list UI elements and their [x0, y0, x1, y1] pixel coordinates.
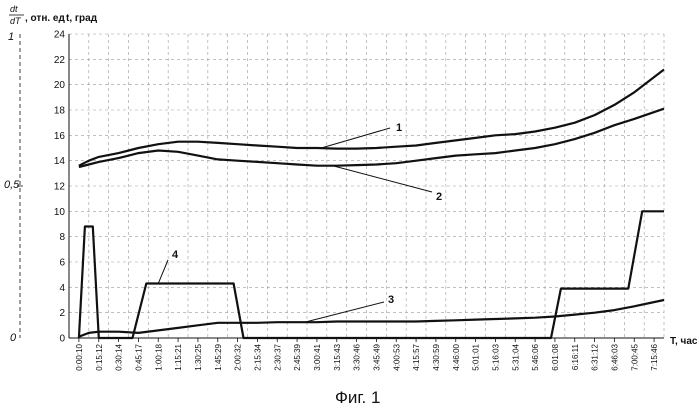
x-tick-label-0: 0:00:10	[75, 343, 84, 370]
callout-leader-3	[304, 301, 385, 323]
y-tick-label-8: 8	[59, 232, 65, 243]
x-tick-label-1: 0:15:12	[95, 343, 104, 370]
x-tick-label-7: 1:45:29	[214, 343, 223, 370]
x-tick-label-22: 5:31:04	[511, 343, 520, 370]
callout-leader-2	[332, 165, 433, 193]
x-tick-label-6: 1:30:25	[194, 343, 203, 370]
x-tick-label-3: 0:45:17	[134, 343, 143, 370]
callout-label-4: 4	[172, 249, 179, 261]
x-tick-label-14: 3:30:46	[353, 343, 362, 370]
y-tick-label-14: 14	[54, 156, 66, 167]
x-tick-label-12: 3:00:41	[313, 343, 322, 370]
x-tick-label-19: 4:46:00	[452, 343, 461, 370]
x-tick-label-5: 1:15:21	[174, 343, 183, 370]
y-tick-label-16: 16	[54, 131, 66, 142]
callout-leader-1	[320, 127, 391, 149]
x-tick-label-27: 6:46:03	[610, 343, 619, 370]
left-axis-tick-0: 0	[10, 332, 17, 344]
y-tick-label-22: 22	[54, 55, 66, 66]
callout-label-1: 1	[396, 122, 402, 134]
x-tick-label-10: 2:30:37	[273, 343, 282, 370]
x-tick-label-2: 0:30:14	[115, 343, 124, 370]
grid	[69, 33, 665, 338]
callout-leader-4	[157, 259, 169, 284]
x-tick-label-23: 5:46:06	[531, 343, 540, 370]
left-axis-tick-half: 0,5	[4, 179, 20, 191]
x-tick-label-29: 7:15:46	[650, 343, 659, 370]
y-tick-label-10: 10	[54, 207, 66, 218]
x-tick-label-25: 6:16:11	[571, 343, 580, 370]
x-tick-label-21: 5:16:03	[491, 343, 500, 370]
x-tick-label-28: 7:00:45	[630, 343, 639, 370]
y-axis-label: t, град	[66, 13, 98, 24]
axes	[17, 34, 664, 342]
x-tick-label-26: 6:31:12	[591, 343, 600, 370]
x-tick-label-11: 2:45:39	[293, 343, 302, 370]
series-line-1	[78, 68, 665, 167]
y-tick-label-24: 24	[54, 30, 66, 41]
y-tick-label-4: 4	[59, 283, 65, 294]
x-tick-label-17: 4:15:57	[412, 343, 421, 370]
series	[77, 68, 665, 340]
series-line-2	[78, 107, 665, 169]
x-tick-label-8: 2:00:32	[234, 343, 243, 370]
x-tick-label-9: 2:15:34	[253, 343, 262, 370]
x-tick-label-4: 1:00:18	[154, 343, 163, 370]
y-tick-label-12: 12	[54, 182, 66, 193]
x-axis-label: T, час	[670, 336, 698, 347]
left-axis-suffix: , отн. ед	[25, 13, 65, 24]
x-tick-label-13: 3:15:43	[333, 343, 342, 370]
left-axis-numerator: dt	[10, 4, 18, 14]
y-tick-label-6: 6	[59, 258, 65, 269]
callouts: 1 2 3 4	[157, 122, 442, 323]
y-tick-label-2: 2	[59, 308, 65, 319]
y-tick-label-0: 0	[59, 334, 65, 345]
x-tick-label-16: 4:00:53	[392, 343, 401, 370]
x-tick-label-15: 3:45:49	[372, 343, 381, 370]
y-tick-label-18: 18	[54, 106, 66, 117]
series-line-4	[77, 210, 664, 340]
x-tick-label-24: 6:01:08	[551, 343, 560, 370]
figure-caption: Фиг. 1	[335, 388, 380, 407]
left-axis-tick-1: 1	[8, 31, 14, 43]
x-tick-labels: 0:00:10 0:15:12 0:30:14 0:45:17 1:00:18 1:15:…	[75, 343, 659, 370]
callout-label-3: 3	[388, 294, 394, 306]
x-tick-label-18: 4:30:59	[432, 343, 441, 370]
left-axis-denominator: dT	[10, 16, 22, 26]
y-tick-label-20: 20	[54, 80, 66, 91]
callout-label-2: 2	[436, 191, 442, 203]
x-tick-label-20: 5:01:01	[472, 343, 481, 370]
